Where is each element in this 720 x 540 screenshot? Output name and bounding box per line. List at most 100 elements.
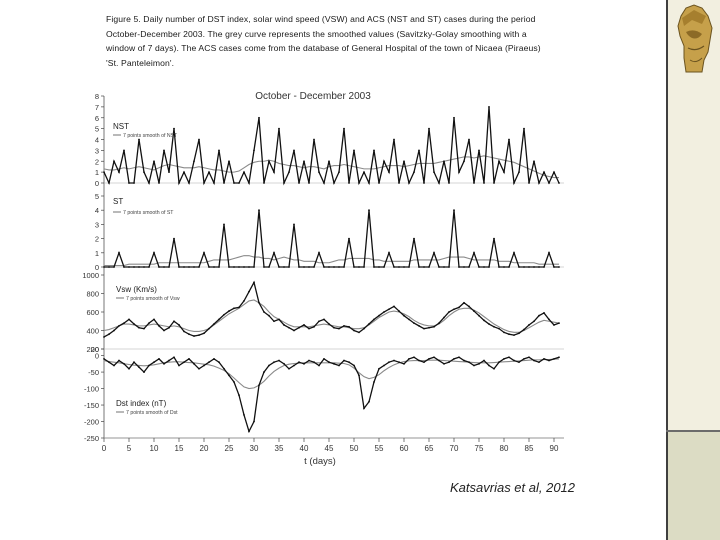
data-point-st xyxy=(428,266,430,268)
data-point-nst xyxy=(223,182,225,184)
data-point-dst xyxy=(248,430,250,433)
y-tick-label-nst: 8 xyxy=(95,92,99,101)
data-point-vsw xyxy=(128,318,130,321)
data-point-st xyxy=(318,251,320,254)
data-point-nst xyxy=(318,171,320,174)
data-point-dst xyxy=(318,364,320,367)
data-point-nst xyxy=(438,182,440,184)
data-point-vsw xyxy=(318,320,320,323)
series-line-smooth-vsw xyxy=(103,299,560,333)
data-point-nst xyxy=(153,160,155,163)
data-point-vsw xyxy=(148,322,150,324)
x-tick-label: 20 xyxy=(200,444,209,453)
data-point-st xyxy=(103,266,105,268)
data-point-st xyxy=(378,266,380,268)
data-point-vsw xyxy=(403,314,405,317)
data-point-dst xyxy=(448,361,450,364)
data-point-nst xyxy=(498,160,500,163)
data-point-nst xyxy=(558,182,560,184)
data-point-vsw xyxy=(233,307,235,310)
x-tick-label: 25 xyxy=(225,444,234,453)
data-point-nst xyxy=(293,149,295,152)
data-point-dst xyxy=(443,362,445,365)
data-point-nst xyxy=(443,160,445,163)
data-point-st xyxy=(148,266,150,268)
data-point-dst xyxy=(328,361,330,364)
data-point-nst xyxy=(273,171,275,174)
data-point-st xyxy=(253,266,255,268)
data-point-dst xyxy=(108,361,110,364)
data-point-nst xyxy=(468,138,470,141)
data-point-vsw xyxy=(223,313,225,316)
data-point-vsw xyxy=(183,330,185,333)
data-point-st xyxy=(168,266,170,268)
y-tick-label-nst: 5 xyxy=(95,125,99,134)
x-tick-label: 45 xyxy=(325,444,334,453)
data-point-nst xyxy=(203,182,205,184)
x-tick-label: 50 xyxy=(350,444,359,453)
data-point-nst xyxy=(238,182,240,184)
data-point-st xyxy=(163,266,165,268)
data-point-st xyxy=(193,266,195,268)
data-point-st xyxy=(433,251,435,254)
data-point-dst xyxy=(273,361,275,364)
y-tick-label-dst: -250 xyxy=(84,434,99,443)
data-point-nst xyxy=(328,160,330,163)
x-tick-label: 15 xyxy=(175,444,184,453)
data-point-st xyxy=(473,251,475,254)
data-point-dst xyxy=(103,357,105,360)
data-point-dst xyxy=(178,364,180,367)
data-point-nst xyxy=(303,160,305,163)
data-point-st xyxy=(173,237,175,240)
data-point-vsw xyxy=(238,306,240,309)
data-point-nst xyxy=(378,182,380,184)
data-point-nst xyxy=(428,127,430,130)
data-point-st xyxy=(558,266,560,268)
data-point-vsw xyxy=(158,324,160,327)
data-point-st xyxy=(268,266,270,268)
x-tick-label: 75 xyxy=(475,444,484,453)
data-point-st xyxy=(138,266,140,268)
data-point-dst xyxy=(198,367,200,370)
data-point-nst xyxy=(248,182,250,184)
data-point-nst xyxy=(308,182,310,184)
data-point-nst xyxy=(168,171,170,174)
data-point-dst xyxy=(168,359,170,362)
data-point-vsw xyxy=(493,325,495,328)
y-tick-label-nst: 7 xyxy=(95,103,99,112)
series-line-dst xyxy=(103,356,560,434)
data-point-dst xyxy=(473,364,475,367)
data-point-vsw xyxy=(358,331,360,334)
data-point-nst xyxy=(338,171,340,174)
data-point-dst xyxy=(373,381,375,383)
data-point-st xyxy=(218,266,220,268)
data-point-vsw xyxy=(433,325,435,328)
series-line-smooth-nst xyxy=(103,155,559,179)
data-point-st xyxy=(258,209,260,212)
data-point-dst xyxy=(308,359,310,362)
data-point-vsw xyxy=(198,334,200,337)
data-point-vsw xyxy=(168,326,170,329)
data-point-nst xyxy=(453,116,455,119)
data-point-dst xyxy=(223,367,225,370)
data-point-dst xyxy=(543,357,545,360)
y-tick-label-nst: 3 xyxy=(95,146,99,155)
data-point-dst xyxy=(413,356,415,359)
x-tick-label: 40 xyxy=(300,444,309,453)
data-point-vsw xyxy=(313,325,315,328)
data-point-dst xyxy=(268,364,270,367)
data-point-st xyxy=(463,266,465,268)
panel-label-vsw: Vsw (Km/s) xyxy=(116,285,157,294)
data-point-nst xyxy=(388,171,390,174)
data-point-vsw xyxy=(498,327,500,330)
data-point-st xyxy=(348,237,350,240)
figure-caption: Figure 5. Daily number of DST index, sol… xyxy=(106,14,541,68)
data-point-dst xyxy=(188,357,190,360)
data-point-vsw xyxy=(508,333,510,336)
series-line-smooth-st xyxy=(104,255,559,267)
data-point-st xyxy=(458,266,460,268)
data-point-nst xyxy=(128,182,130,184)
data-point-vsw xyxy=(328,323,330,325)
data-point-nst xyxy=(193,160,195,163)
